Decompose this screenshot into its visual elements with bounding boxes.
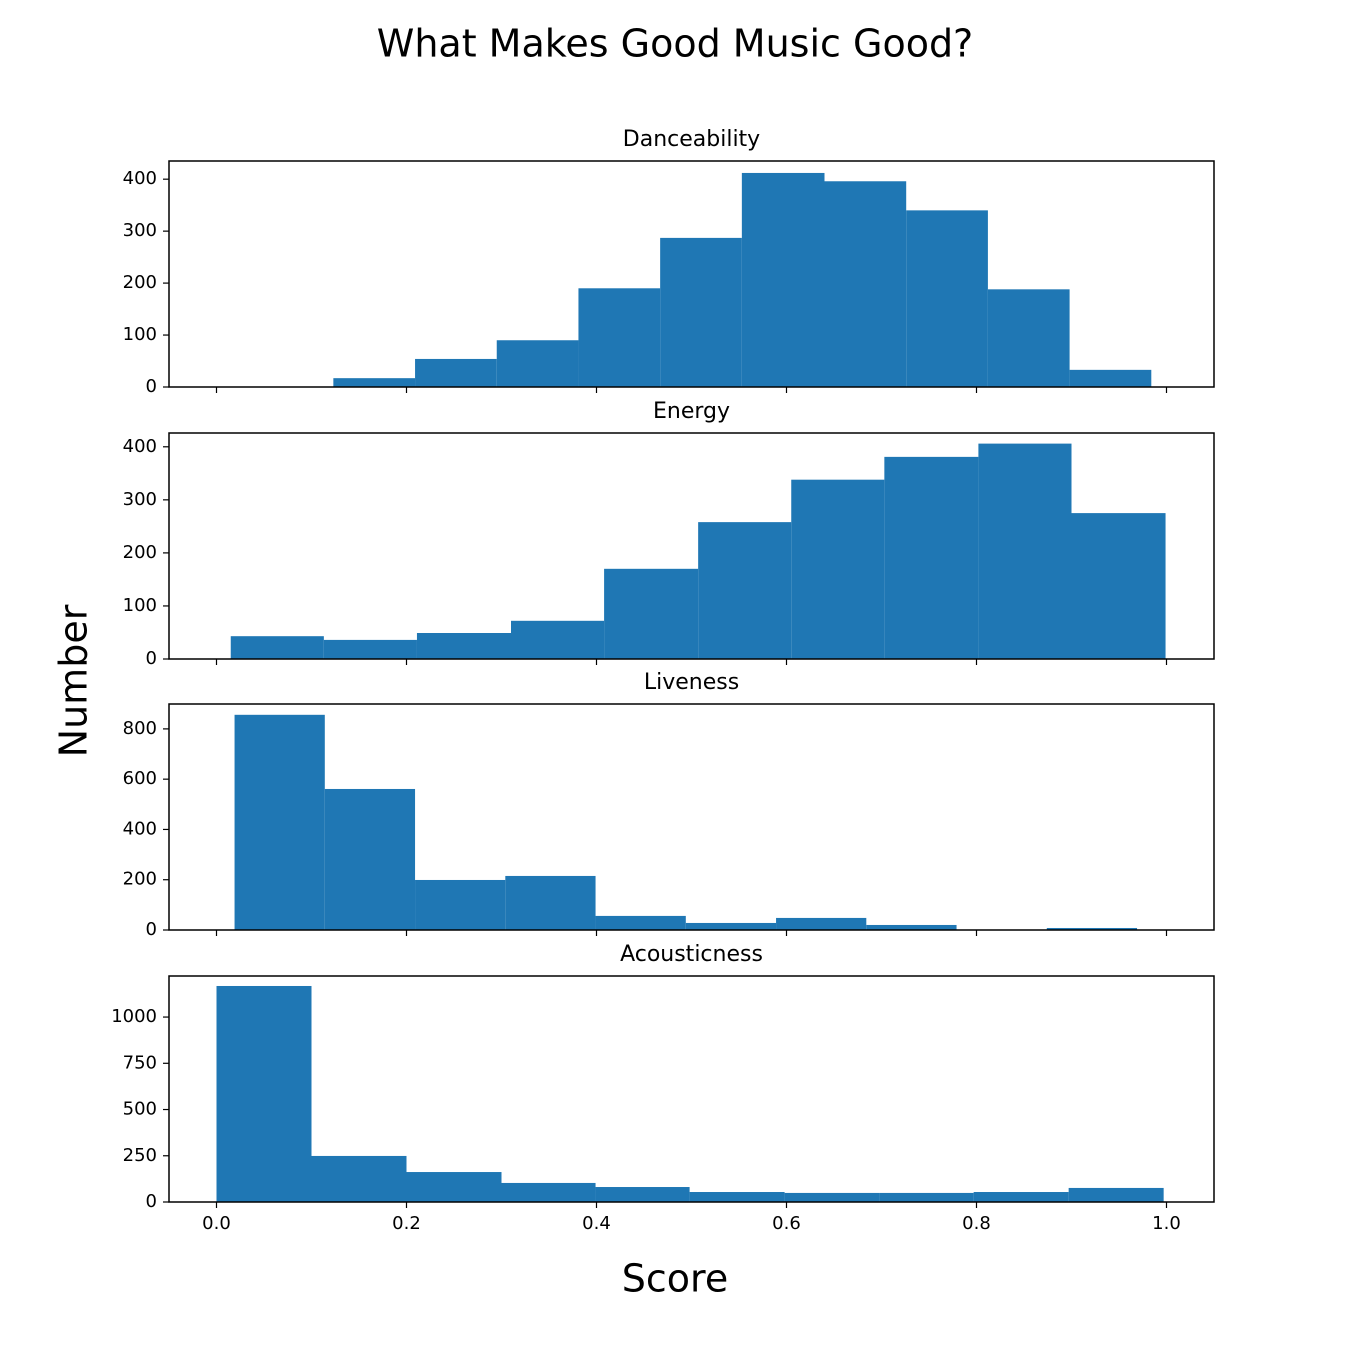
bar xyxy=(416,633,511,659)
bar xyxy=(604,568,699,659)
subplot-title: Acousticness xyxy=(620,942,763,967)
subplot-title: Energy xyxy=(653,399,730,424)
bar xyxy=(1071,513,1166,659)
y-axis-label: Number xyxy=(52,604,96,757)
bar xyxy=(234,714,325,930)
bar xyxy=(685,922,777,930)
bar xyxy=(689,1192,785,1202)
bar xyxy=(333,378,416,387)
y-tick-label: 300 xyxy=(123,489,157,510)
bar xyxy=(784,1192,880,1202)
x-tick-label: 0.4 xyxy=(582,1213,611,1234)
bar xyxy=(511,620,605,659)
y-tick-label: 600 xyxy=(123,768,157,789)
bar xyxy=(866,924,957,930)
y-tick-label: 800 xyxy=(123,718,157,739)
bar xyxy=(1046,927,1138,930)
y-tick-label: 0 xyxy=(146,919,157,940)
bar xyxy=(698,522,792,659)
bar xyxy=(496,340,579,387)
y-tick-label: 0 xyxy=(146,376,157,397)
y-tick-label: 200 xyxy=(123,869,157,890)
bar xyxy=(216,985,312,1202)
y-tick-label: 750 xyxy=(123,1052,157,1073)
y-tick-label: 100 xyxy=(123,324,157,345)
subplot-title: Danceability xyxy=(623,127,760,152)
bar xyxy=(324,788,416,930)
bar xyxy=(578,288,661,387)
bar xyxy=(415,879,506,930)
axes-frame xyxy=(168,432,1215,660)
bar xyxy=(406,1172,502,1202)
x-tick-label: 1.0 xyxy=(1152,1213,1181,1234)
y-tick-label: 400 xyxy=(123,168,157,189)
x-tick-label: 0.8 xyxy=(962,1213,991,1234)
bar xyxy=(987,289,1070,387)
y-tick-label: 0 xyxy=(146,648,157,669)
y-tick-label: 400 xyxy=(123,818,157,839)
bar xyxy=(824,181,907,387)
axes-frame xyxy=(168,703,1215,931)
bar xyxy=(415,358,497,387)
bar xyxy=(776,917,867,930)
y-tick-label: 100 xyxy=(123,595,157,616)
y-tick-label: 0 xyxy=(146,1191,157,1212)
y-tick-label: 400 xyxy=(123,436,157,457)
bar xyxy=(595,1187,690,1202)
bar xyxy=(311,1155,407,1202)
bar xyxy=(741,172,825,387)
x-tick-label: 0.2 xyxy=(392,1213,421,1234)
y-tick-label: 200 xyxy=(123,272,157,293)
y-tick-label: 500 xyxy=(123,1099,157,1120)
bar xyxy=(595,915,686,930)
y-tick-label: 250 xyxy=(123,1145,157,1166)
figure-title: What Makes Good Music Good? xyxy=(377,22,973,66)
y-tick-label: 200 xyxy=(123,542,157,563)
bar xyxy=(973,1192,1069,1202)
bar xyxy=(906,210,988,387)
axes-frame xyxy=(168,975,1215,1203)
bar xyxy=(879,1192,974,1202)
y-tick-label: 300 xyxy=(123,220,157,241)
subplot-title: Liveness xyxy=(644,670,739,695)
bar xyxy=(1069,369,1152,387)
x-tick-label: 0.0 xyxy=(202,1213,231,1234)
bar xyxy=(1068,1187,1164,1202)
bar xyxy=(323,639,417,659)
bar xyxy=(978,443,1072,659)
bar xyxy=(884,456,979,659)
bar xyxy=(501,1182,596,1202)
x-tick-label: 0.6 xyxy=(772,1213,801,1234)
bar xyxy=(505,875,596,930)
bar xyxy=(791,479,885,659)
bar xyxy=(230,636,324,659)
axes-frame xyxy=(168,160,1215,388)
y-tick-label: 1000 xyxy=(111,1006,157,1027)
x-axis-label: Score xyxy=(622,1257,728,1301)
bar xyxy=(660,237,742,387)
